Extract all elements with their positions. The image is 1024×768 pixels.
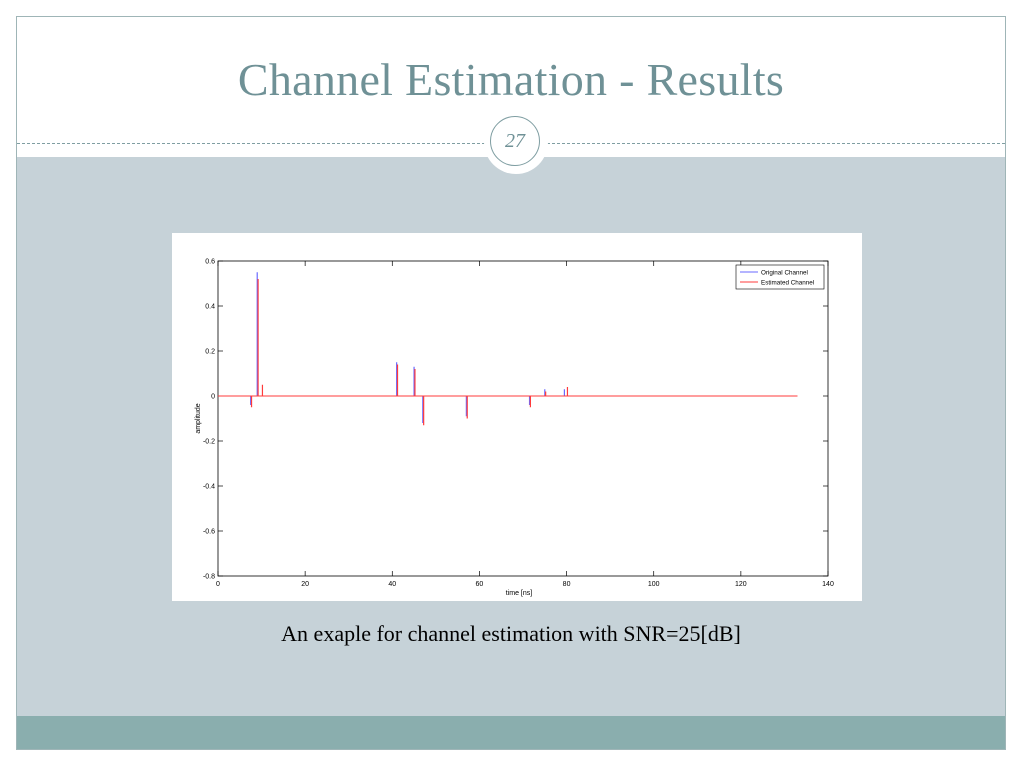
slide-title: Channel Estimation - Results [237,54,785,105]
page-number-badge: 27 [484,110,548,174]
channel-impulse-chart: 0 20 40 60 80 100 120 140 -0.8 -0.6 -0.4 -0.2 0 0.2 0.… [195,259,834,598]
slide: Channel Estimation - Results 27 0 20 40 60 8… [16,16,1006,750]
y-tick-label: -0.2 [203,439,215,446]
y-tick-label: 0.2 [205,349,215,356]
y-tick-label: -0.8 [203,574,215,581]
legend-label: Original Channel [761,269,808,276]
legend-box [735,264,825,290]
plot-frame [217,260,829,577]
y-tick-label: 0.6 [205,259,215,266]
x-axis-label: time [ns] [506,590,533,597]
y-tick-label: -0.4 [203,484,215,491]
x-tick-label: 0 [216,581,220,588]
chart-panel: 0 20 40 60 80 100 120 140 -0.8 -0.6 -0.4 -0.2 0 0.2 0.… [172,233,862,601]
x-tick-label: 80 [563,581,571,588]
x-tick-label: 40 [388,581,396,588]
x-tick-label: 140 [822,581,834,588]
x-tick-label: 60 [476,581,484,588]
x-tick-label: 120 [735,581,747,588]
legend-label: Estimated Channel [761,279,814,286]
x-tick-label: 20 [301,581,309,588]
y-tick-label: 0.4 [205,304,215,311]
y-tick-label: 0 [211,394,215,401]
y-tick-label: -0.6 [203,529,215,536]
footer-bar [17,716,1005,749]
page-number: 27 [490,116,540,166]
y-axis-label: amplitude [195,403,202,433]
slide-caption: An exaple for channel estimation with SN… [281,621,741,646]
x-tick-label: 100 [648,581,660,588]
